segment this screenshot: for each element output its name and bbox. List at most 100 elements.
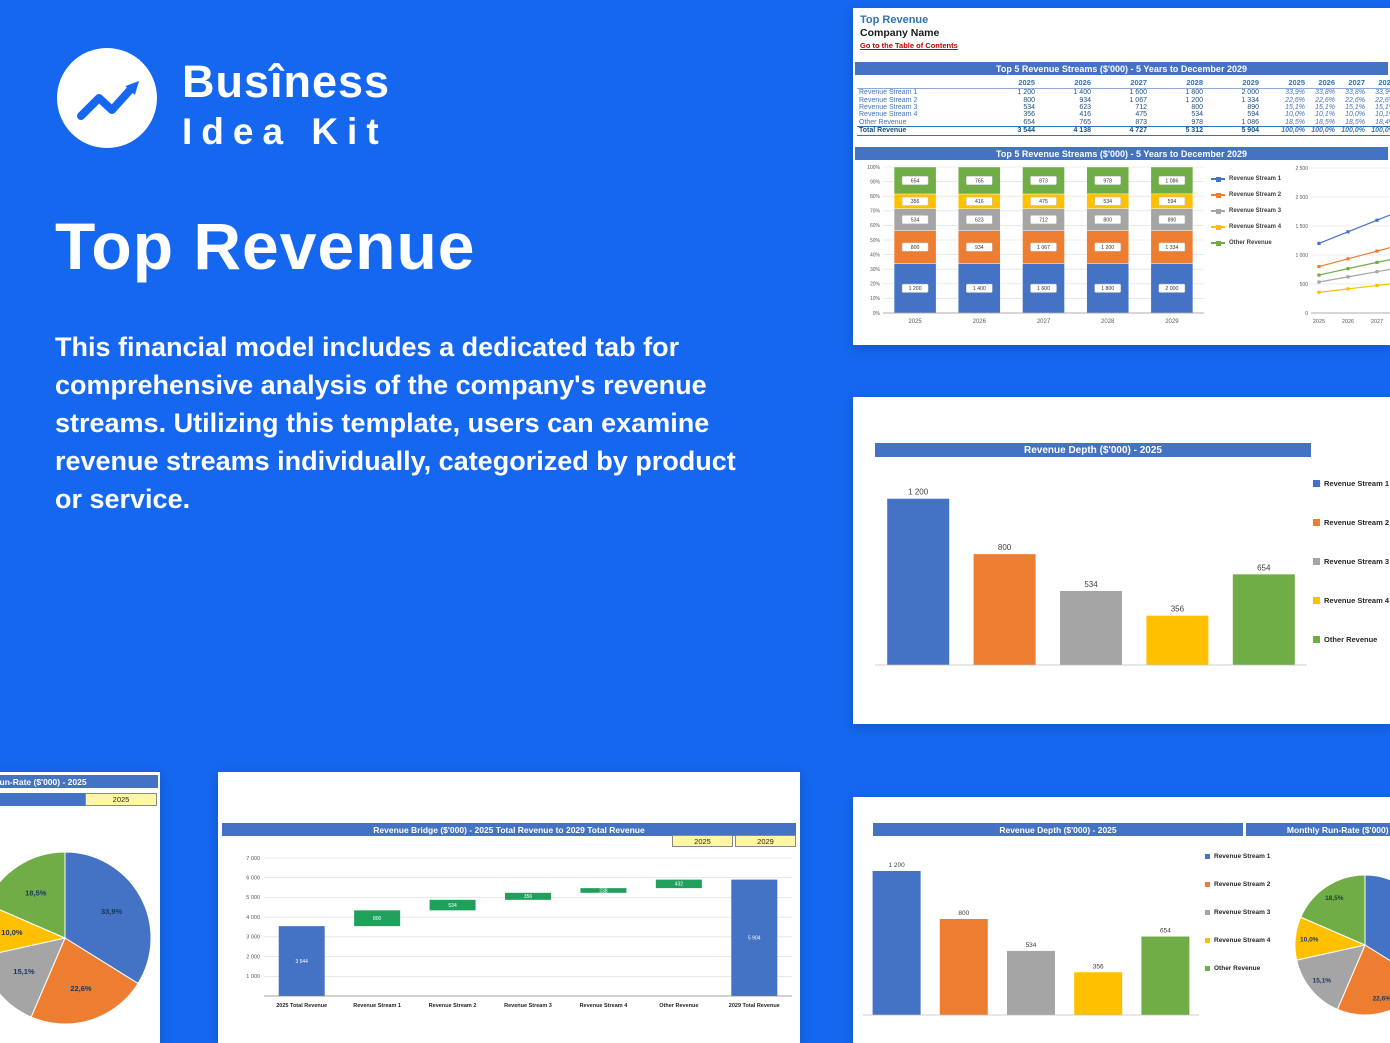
bridge-year-from-cell[interactable]: 2025 bbox=[672, 835, 733, 847]
svg-text:0: 0 bbox=[1305, 311, 1308, 317]
monthly-runrate-panel: Monthly Run-Rate ($'000) - 2025 2025 33,… bbox=[0, 772, 160, 1043]
svg-text:978: 978 bbox=[1103, 178, 1112, 184]
svg-text:100%: 100% bbox=[867, 165, 880, 171]
legend-item: Revenue Stream 4 bbox=[1205, 937, 1270, 944]
svg-text:Revenue Stream 1: Revenue Stream 1 bbox=[353, 1003, 401, 1009]
table-row: Other Revenue 654 765 873 978 1 086 18,5% 18,5%… bbox=[859, 118, 1390, 126]
svg-text:50%: 50% bbox=[870, 238, 881, 244]
svg-text:Revenue Stream 3: Revenue Stream 3 bbox=[504, 1003, 552, 1009]
svg-text:3 544: 3 544 bbox=[295, 959, 308, 965]
svg-text:654: 654 bbox=[1160, 928, 1171, 935]
svg-text:2 000: 2 000 bbox=[1165, 286, 1178, 292]
svg-text:1 334: 1 334 bbox=[1165, 245, 1178, 251]
svg-text:1 200: 1 200 bbox=[909, 286, 922, 292]
toc-link[interactable]: Go to the Table of Contents bbox=[860, 41, 958, 50]
svg-text:6 000: 6 000 bbox=[246, 876, 260, 882]
bridge-title-bar: Revenue Bridge ($'000) - 2025 Total Reve… bbox=[222, 823, 796, 836]
svg-text:18,5%: 18,5% bbox=[25, 888, 47, 897]
legend-item: Revenue Stream 3 bbox=[1205, 909, 1270, 916]
table-total-row: Total Revenue 3 544 4 138 4 727 5 312 5 904 10… bbox=[857, 125, 1390, 136]
revenue-table: 2025202620272028202920252026202720282029… bbox=[857, 77, 1390, 136]
svg-text:80%: 80% bbox=[870, 194, 881, 200]
svg-text:22,6%: 22,6% bbox=[70, 984, 92, 993]
svg-text:10,0%: 10,0% bbox=[1, 928, 23, 937]
runrate-pie-chart-2: 33,9%22,6%15,1%10,0%18,5% bbox=[1273, 855, 1390, 1040]
runrate-title-bar-2: Monthly Run-Rate ($'000) - 2025 bbox=[1246, 823, 1390, 836]
svg-text:Revenue Stream 4: Revenue Stream 4 bbox=[580, 1003, 629, 1009]
svg-text:1 086: 1 086 bbox=[1165, 178, 1178, 184]
svg-text:10,0%: 10,0% bbox=[1300, 937, 1319, 944]
svg-text:890: 890 bbox=[1168, 217, 1177, 223]
svg-text:5 000: 5 000 bbox=[246, 895, 260, 901]
svg-text:1 000: 1 000 bbox=[1295, 253, 1308, 259]
svg-text:90%: 90% bbox=[870, 179, 881, 185]
svg-text:712: 712 bbox=[1039, 218, 1048, 224]
svg-text:4 000: 4 000 bbox=[246, 915, 260, 921]
svg-text:70%: 70% bbox=[870, 209, 881, 215]
svg-text:2 000: 2 000 bbox=[246, 954, 260, 960]
table-row: Revenue Stream 2 800 934 1 067 1 200 1 334 22,… bbox=[859, 96, 1390, 104]
svg-text:5 904: 5 904 bbox=[748, 936, 761, 942]
svg-text:0%: 0% bbox=[873, 311, 881, 317]
depth-bar-chart-2: 1 200 800 534 356 654 bbox=[861, 839, 1201, 1027]
svg-text:1 800: 1 800 bbox=[1101, 286, 1114, 292]
selector-label-cell bbox=[0, 793, 85, 806]
svg-text:3 000: 3 000 bbox=[246, 935, 260, 941]
svg-text:800: 800 bbox=[1103, 217, 1112, 223]
svg-text:1 400: 1 400 bbox=[973, 286, 986, 292]
svg-text:Other Revenue: Other Revenue bbox=[659, 1003, 698, 1009]
page-description: This financial model includes a dedicate… bbox=[55, 332, 736, 514]
svg-text:2028: 2028 bbox=[1101, 319, 1115, 325]
svg-text:238: 238 bbox=[599, 888, 608, 894]
svg-text:15,1%: 15,1% bbox=[13, 967, 35, 976]
svg-text:654: 654 bbox=[1257, 563, 1271, 572]
svg-text:30%: 30% bbox=[870, 267, 881, 273]
svg-text:534: 534 bbox=[911, 218, 920, 224]
svg-text:33,9%: 33,9% bbox=[101, 907, 123, 916]
svg-text:60%: 60% bbox=[870, 223, 881, 229]
svg-text:20%: 20% bbox=[870, 282, 881, 288]
table-year-header: 2025202620272028202920252026202720282029 bbox=[857, 77, 1390, 89]
top-revenue-sheet-panel: Top Revenue Company Name Go to the Table… bbox=[853, 8, 1390, 345]
legend-item: Revenue Stream 1 bbox=[1205, 853, 1270, 860]
svg-text:22,6%: 22,6% bbox=[1373, 995, 1390, 1002]
svg-text:654: 654 bbox=[911, 178, 920, 184]
legend-item: Revenue Stream 2 bbox=[1211, 192, 1281, 198]
table-row: Revenue Stream 4 356 416 475 534 594 10,0% 10,1… bbox=[859, 111, 1390, 119]
depth-bar-chart: 1 200 800 534 356 654 bbox=[873, 461, 1309, 689]
runrate-title-bar: Monthly Run-Rate ($'000) - 2025 bbox=[0, 775, 158, 788]
stacked-chart-title-bar: Top 5 Revenue Streams ($'000) - 5 Years … bbox=[855, 147, 1388, 160]
depth-chart-legend-2: Revenue Stream 1 Revenue Stream 2 Revenue … bbox=[1205, 853, 1270, 972]
svg-text:10%: 10% bbox=[870, 296, 881, 302]
svg-text:356: 356 bbox=[911, 199, 920, 205]
svg-text:Revenue Stream 2: Revenue Stream 2 bbox=[429, 1003, 477, 1009]
svg-text:1 200: 1 200 bbox=[908, 488, 929, 497]
brand-name-line2: Idea Kit bbox=[182, 111, 388, 152]
svg-text:18,5%: 18,5% bbox=[1325, 895, 1344, 902]
svg-text:356: 356 bbox=[524, 894, 533, 900]
sheet-tab-title: Top Revenue bbox=[860, 14, 929, 26]
svg-text:2026: 2026 bbox=[1342, 319, 1354, 325]
depth-chart-legend: Revenue Stream 1 Revenue Stream 2 Revenue … bbox=[1313, 479, 1389, 644]
legend-item: Revenue Stream 3 bbox=[1211, 208, 1281, 214]
brand-logo bbox=[55, 46, 159, 155]
svg-text:800: 800 bbox=[911, 245, 920, 251]
svg-text:40%: 40% bbox=[870, 252, 881, 258]
svg-text:475: 475 bbox=[1039, 199, 1048, 205]
depth-chart-title-bar-2: Revenue Depth ($'000) - 2025 bbox=[873, 823, 1243, 836]
page-title: Top Revenue bbox=[55, 209, 476, 283]
legend-item: Revenue Stream 1 bbox=[1313, 479, 1389, 488]
svg-text:2025 Total Revenue: 2025 Total Revenue bbox=[276, 1003, 327, 1009]
bridge-year-to-cell[interactable]: 2029 bbox=[735, 835, 796, 847]
legend-item: Other Revenue bbox=[1313, 635, 1389, 644]
svg-text:534: 534 bbox=[1084, 580, 1098, 589]
year-selector-cell[interactable]: 2025 bbox=[85, 793, 157, 806]
svg-text:534: 534 bbox=[448, 903, 457, 909]
revenue-bridge-panel: Revenue Bridge ($'000) - 2025 Total Reve… bbox=[218, 772, 800, 1043]
stacked-bar-chart: 0% 10% 20% 30% 40% 50% 60% 70% 80% 90% 100% 1 200 80… bbox=[857, 162, 1207, 344]
svg-text:534: 534 bbox=[1026, 942, 1037, 949]
legend-item: Other Revenue bbox=[1211, 240, 1281, 246]
brand-name: Busîness Idea Kit bbox=[182, 56, 390, 153]
svg-text:765: 765 bbox=[975, 178, 984, 184]
